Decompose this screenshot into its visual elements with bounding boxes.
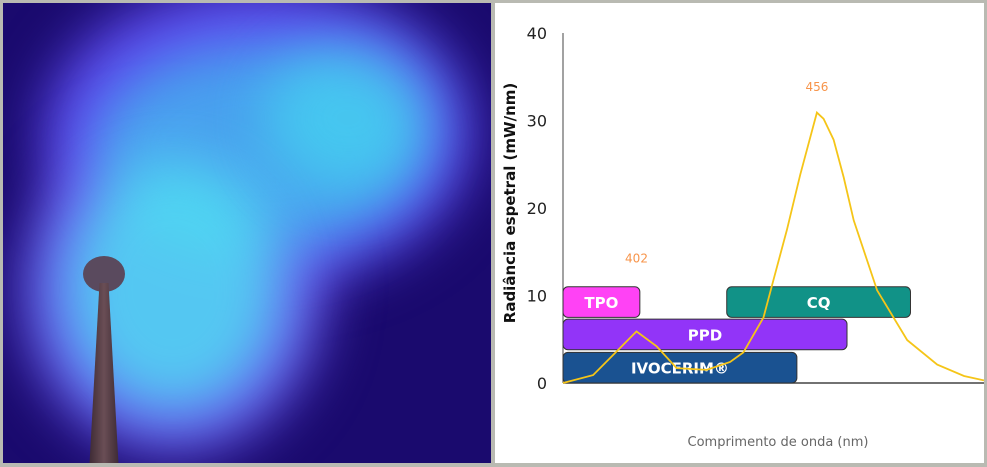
y-axis-label: Radiância espetral (mW/nm)	[501, 83, 519, 323]
y-tick-label: 40	[527, 24, 547, 43]
band-label: PPD	[688, 326, 722, 344]
peak-label: 402	[625, 251, 648, 265]
y-tick-label: 10	[527, 287, 547, 306]
band-cq	[726, 286, 911, 318]
light-beam-photo	[3, 3, 491, 463]
band-label: CQ	[807, 294, 831, 312]
band-tpo	[562, 286, 641, 318]
chart-panel: 0 10 20 30 40 TPO CQ PPD IVOCERIM® 402 456 Radiâ…	[495, 3, 985, 463]
y-tick-label: 30	[527, 112, 547, 131]
peak-label: 456	[805, 80, 828, 94]
y-tick-label: 0	[537, 374, 547, 393]
x-axis-label: Comprimento de onda (nm)	[688, 435, 869, 450]
band-label: TPO	[584, 294, 618, 312]
spectrum-line	[562, 110, 985, 384]
band-ppd	[562, 318, 848, 351]
y-tick-label: 20	[527, 199, 547, 218]
